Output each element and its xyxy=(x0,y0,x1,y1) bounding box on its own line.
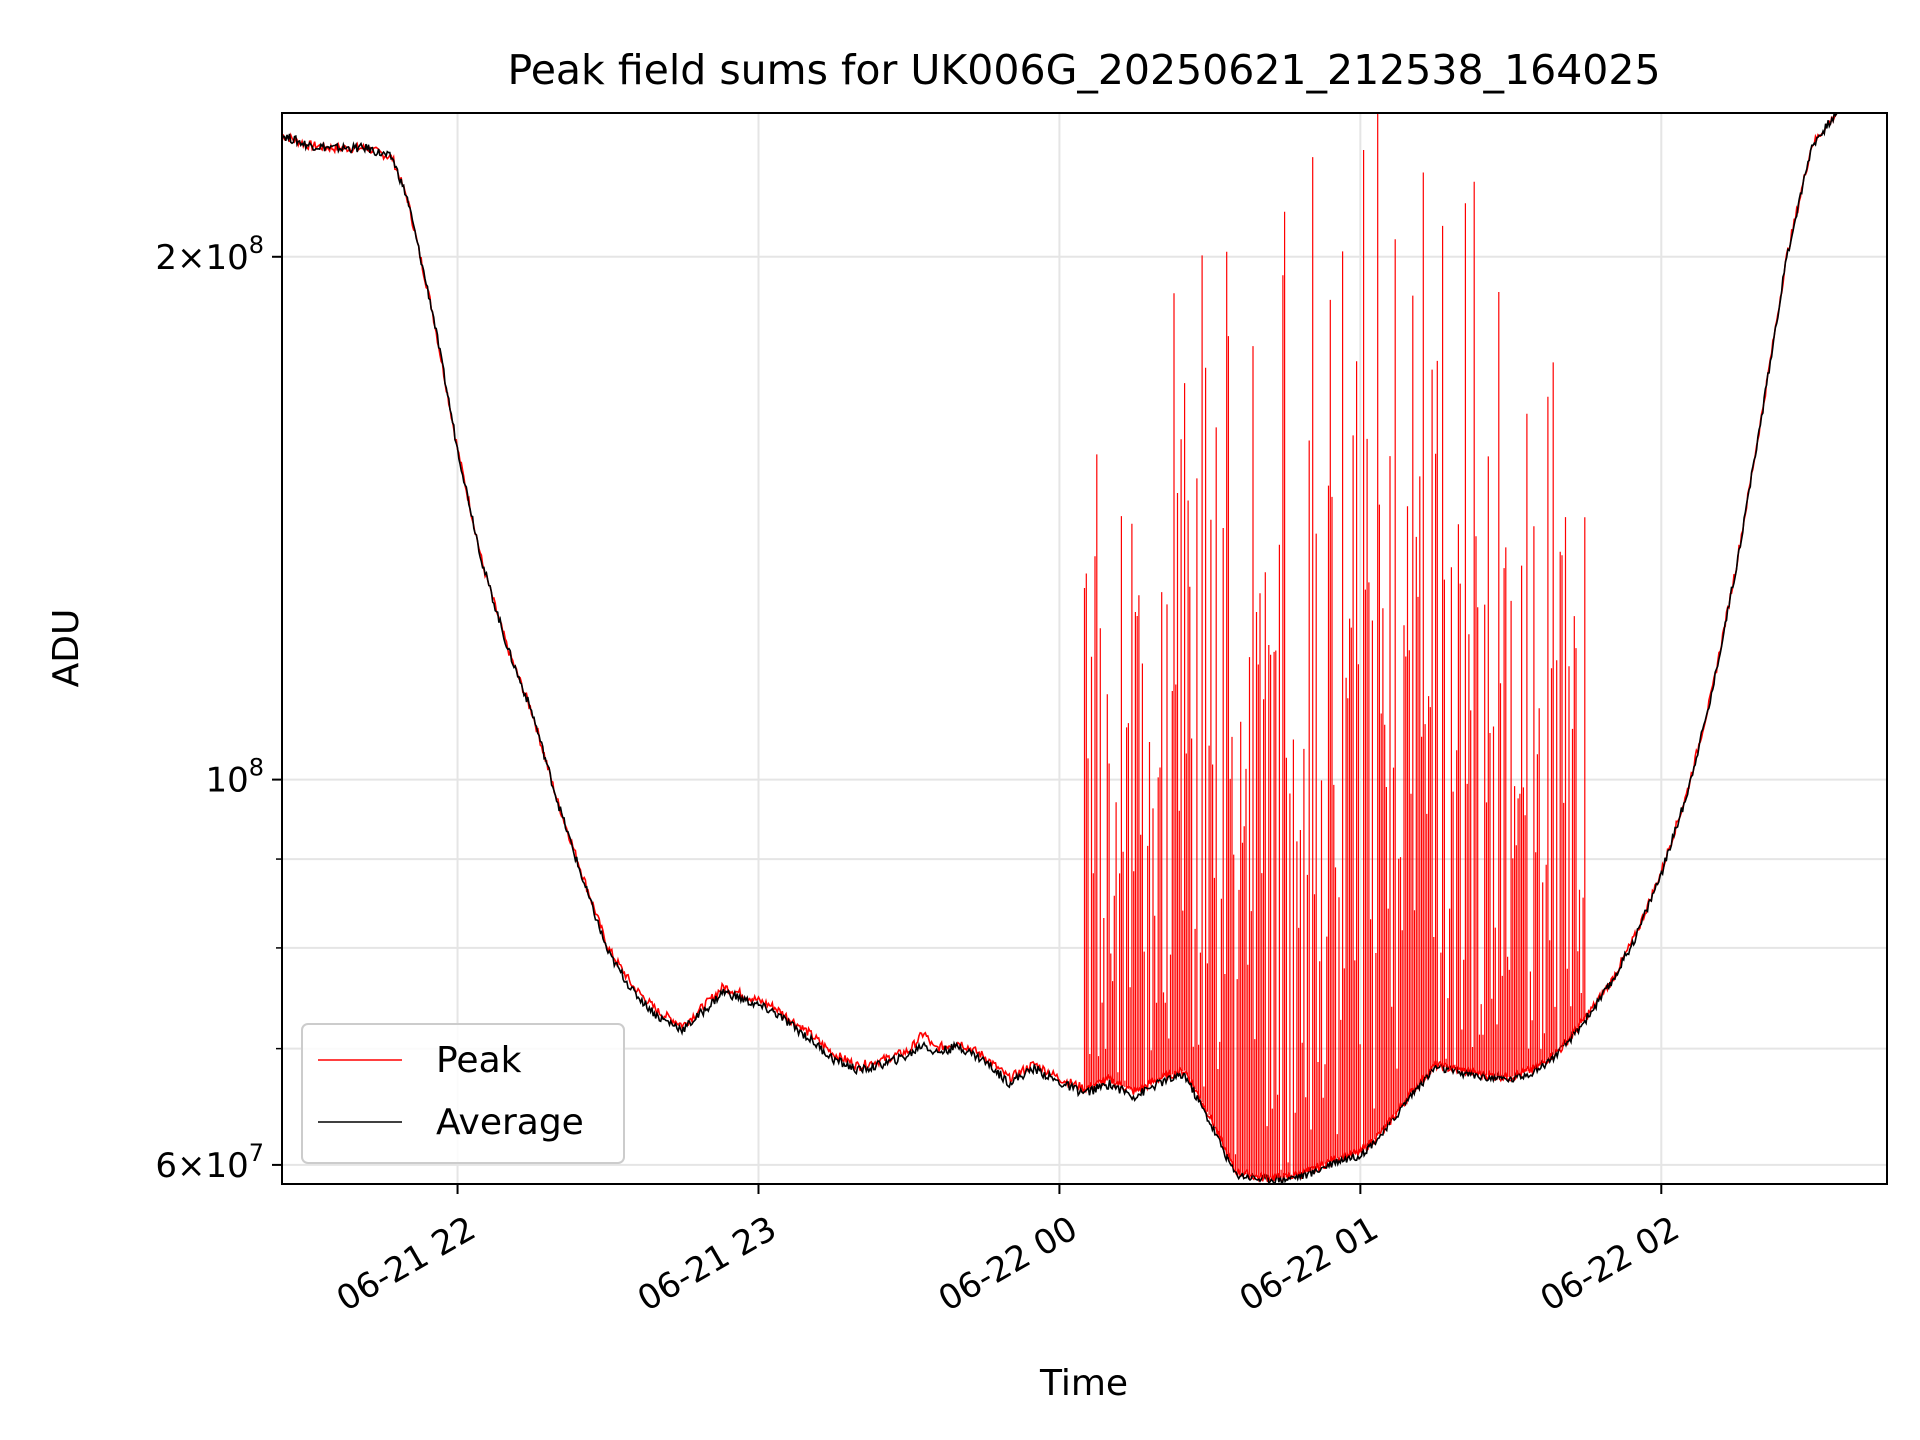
y-tick-label: 6×107 xyxy=(155,1139,264,1186)
chart-title: Peak field sums for UK006G_20250621_2125… xyxy=(507,46,1660,94)
x-axis-label: Time xyxy=(1039,1363,1128,1404)
legend-frame xyxy=(301,1023,625,1164)
legend-average-label: Average xyxy=(436,1102,584,1143)
y-tick-label: 108 xyxy=(205,754,264,801)
legend-peak-label: Peak xyxy=(436,1040,522,1081)
y-tick-label: 2×108 xyxy=(155,231,264,278)
series-peak-spikes xyxy=(1083,113,1586,1178)
series-layer xyxy=(282,113,1838,1184)
y-axis-label: ADU xyxy=(46,609,87,688)
axes-frame xyxy=(281,112,1888,1185)
series-line-average xyxy=(282,113,1838,1184)
legend: Peak Average xyxy=(301,1023,625,1164)
